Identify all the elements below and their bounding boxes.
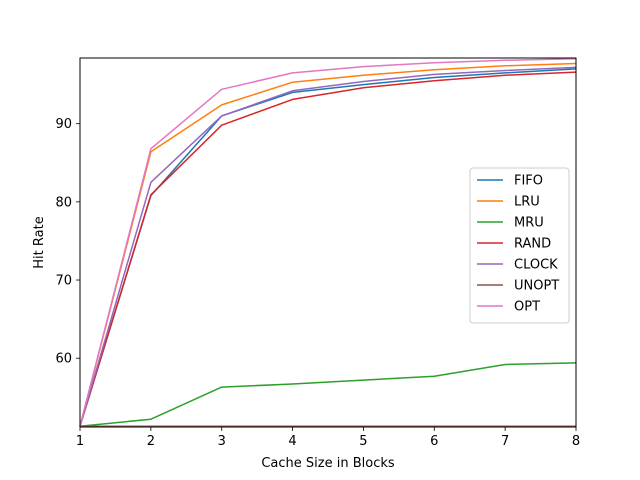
x-tick-label: 5 [359, 434, 367, 449]
x-tick-label: 4 [288, 434, 296, 449]
legend-label-unopt: UNOPT [514, 279, 559, 294]
y-tick-label: 70 [55, 274, 72, 289]
legend-label-clock: CLOCK [514, 258, 558, 273]
x-tick-label: 1 [76, 434, 84, 449]
series-line-clock [79, 66, 577, 427]
y-tick-label: 80 [55, 195, 72, 210]
series-layer [79, 58, 577, 427]
legend-label-opt: OPT [514, 300, 540, 315]
series-line-mru [79, 362, 577, 427]
x-axis-ticks: 1 2 3 4 5 6 7 8 [76, 427, 580, 449]
series-line-opt [79, 58, 577, 427]
legend-label-lru: LRU [514, 195, 540, 210]
legend-label-mru: MRU [514, 216, 544, 231]
legend: FIFO LRU MRU RAND CLOCK UNOPT OPT [469, 167, 570, 324]
legend-label-rand: RAND [514, 237, 551, 252]
x-axis-label: Cache Size in Blocks [261, 456, 395, 471]
y-axis-label: Hit Rate [32, 216, 47, 268]
x-tick-label: 6 [430, 434, 438, 449]
series-line-rand [79, 71, 577, 427]
y-tick-label: 60 [55, 352, 72, 367]
x-tick-label: 8 [572, 434, 580, 449]
x-tick-label: 3 [218, 434, 226, 449]
x-tick-label: 7 [501, 434, 509, 449]
y-axis-ticks: 60 70 80 90 [55, 117, 80, 367]
legend-label-fifo: FIFO [514, 174, 543, 189]
y-tick-label: 90 [55, 117, 72, 132]
x-tick-label: 2 [147, 434, 155, 449]
series-line-lru [79, 62, 577, 427]
plot-frame [79, 57, 577, 428]
